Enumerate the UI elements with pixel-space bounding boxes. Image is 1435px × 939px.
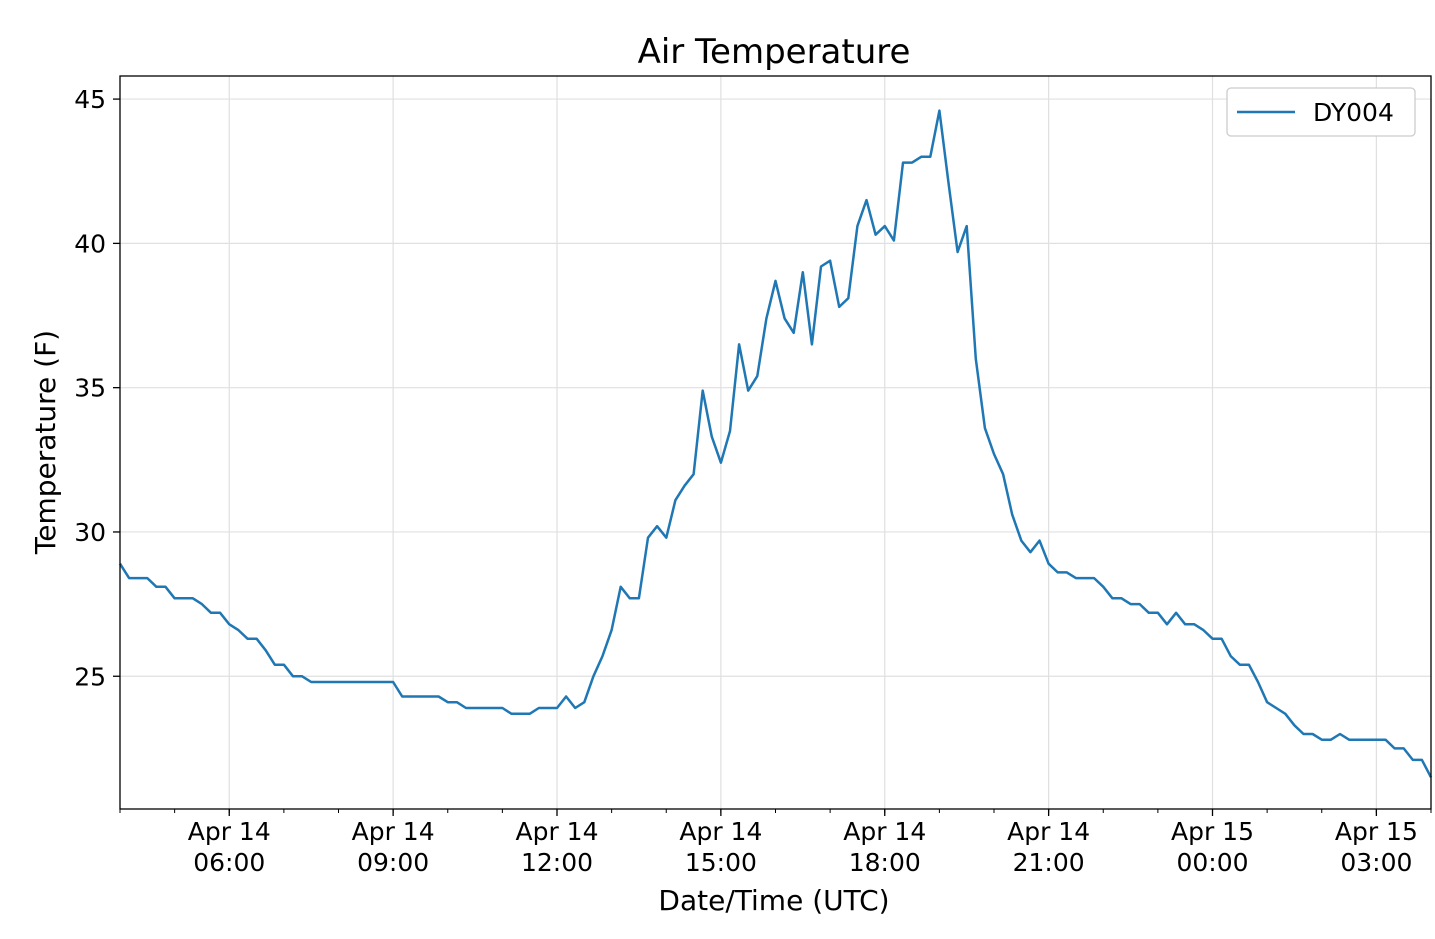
y-tick-label: 45 bbox=[74, 85, 106, 114]
series-layer bbox=[118, 109, 1433, 778]
x-tick-label-time: 21:00 bbox=[1013, 848, 1085, 877]
x-tick-label-date: Apr 14 bbox=[188, 817, 271, 846]
y-tick-label: 25 bbox=[74, 662, 106, 691]
x-tick-label-time: 15:00 bbox=[685, 848, 757, 877]
grid bbox=[120, 76, 1431, 809]
legend-label: DY004 bbox=[1313, 98, 1394, 127]
x-tick-label-date: Apr 14 bbox=[1007, 817, 1090, 846]
x-tick-label-time: 06:00 bbox=[193, 848, 265, 877]
y-tick-label: 30 bbox=[74, 518, 106, 547]
y-tick-label: 35 bbox=[74, 374, 106, 403]
legend: DY004 bbox=[1226, 87, 1416, 137]
x-tick-label-time: 09:00 bbox=[357, 848, 429, 877]
y-tick-label: 40 bbox=[74, 229, 106, 258]
x-axis-label: Date/Time (UTC) bbox=[658, 884, 889, 917]
x-tick-label-date: Apr 14 bbox=[515, 817, 598, 846]
x-tick-label-date: Apr 14 bbox=[352, 817, 435, 846]
x-tick-label-date: Apr 15 bbox=[1171, 817, 1254, 846]
x-tick-label-date: Apr 14 bbox=[679, 817, 762, 846]
x-tick-label-date: Apr 14 bbox=[843, 817, 926, 846]
x-tick-label-time: 03:00 bbox=[1340, 848, 1412, 877]
legend-box bbox=[1226, 87, 1416, 137]
series-line-dy004 bbox=[118, 109, 1433, 778]
y-axis-label: Temperature (F) bbox=[29, 330, 62, 555]
chart-title: Air Temperature bbox=[638, 32, 911, 72]
x-tick-label-time: 18:00 bbox=[849, 848, 921, 877]
x-tick-label-time: 00:00 bbox=[1176, 848, 1248, 877]
y-axis-ticks: 25 30 35 40 45 bbox=[74, 85, 120, 691]
x-tick-label-date: Apr 15 bbox=[1335, 817, 1418, 846]
x-tick-label-time: 12:00 bbox=[521, 848, 593, 877]
